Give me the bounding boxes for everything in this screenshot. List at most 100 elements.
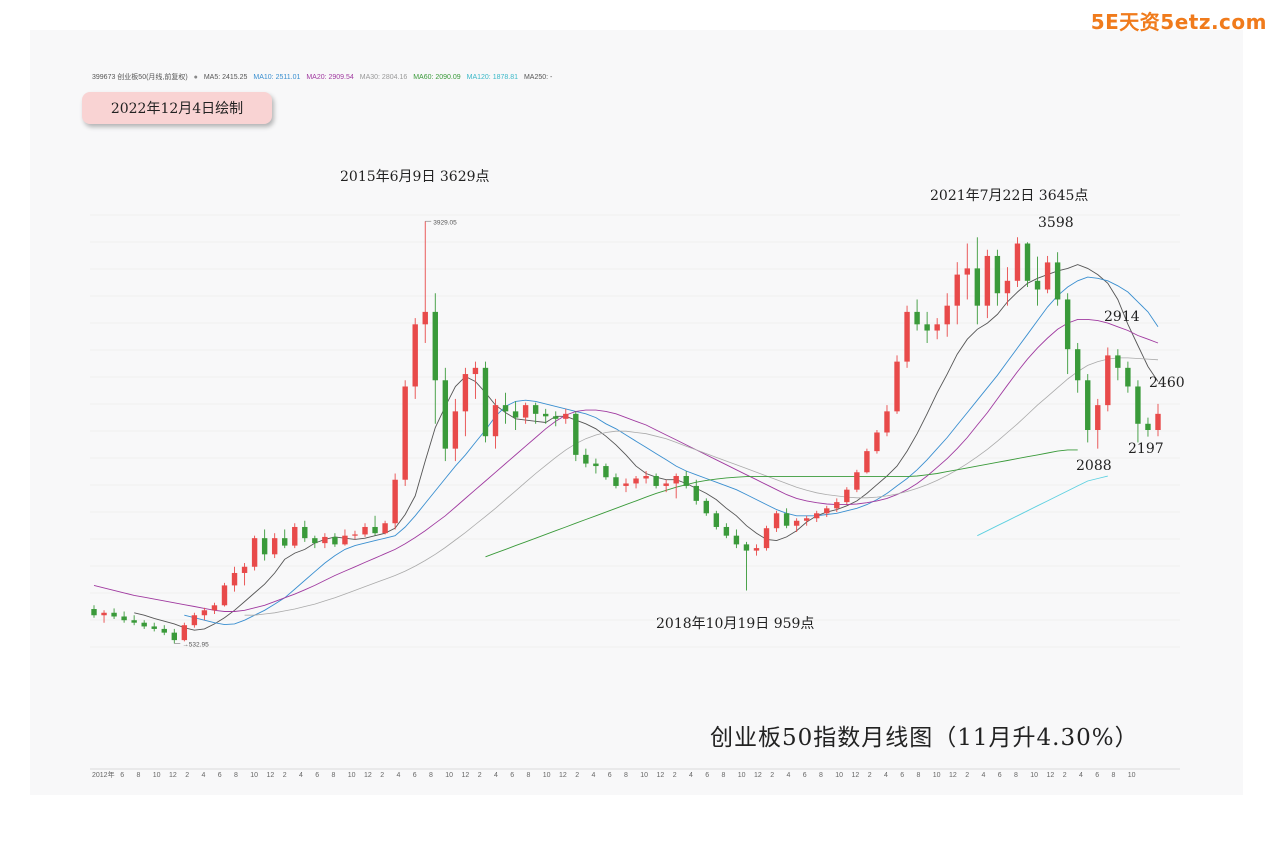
candle-body — [1074, 349, 1081, 381]
x-tick-label: 10 — [640, 772, 648, 779]
candle-body — [402, 386, 408, 480]
x-tick-label: 10 — [348, 772, 356, 779]
x-tick-label: 2 — [283, 772, 287, 779]
candle-body — [994, 255, 1001, 294]
chart-panel — [30, 30, 1243, 795]
candle-body — [261, 538, 268, 555]
candle-body — [743, 544, 750, 551]
x-tick-label: 8 — [527, 772, 531, 779]
x-tick-label: 6 — [705, 772, 709, 779]
candle-body — [763, 528, 770, 549]
candle-body — [603, 466, 609, 478]
x-tick-label: 8 — [722, 772, 726, 779]
ma120-line — [977, 475, 1108, 537]
x-tick-label: 4 — [884, 772, 888, 779]
candle-body — [814, 513, 820, 519]
candle-body — [191, 615, 198, 626]
x-tick-label: 10 — [1128, 772, 1136, 779]
candle-body — [1004, 280, 1011, 294]
candle-body — [964, 268, 970, 275]
candle-body — [442, 380, 449, 449]
candle-body — [663, 483, 669, 486]
x-tick-label: 4 — [299, 772, 303, 779]
candle-body — [593, 463, 599, 467]
candle-body — [302, 526, 308, 539]
candle-body — [432, 311, 438, 381]
candle-body — [1125, 367, 1131, 387]
candle-body — [673, 476, 679, 484]
legend-ma5: MA5: 2415.25 — [203, 74, 248, 81]
candle-body — [282, 538, 288, 546]
x-tick-label: 6 — [413, 772, 417, 779]
candle-body — [573, 413, 579, 455]
x-tick-label: 12 — [559, 772, 567, 779]
legend-ma30: MA30: 2804.16 — [359, 74, 408, 81]
x-tick-label: 12 — [364, 772, 372, 779]
moving-average-lines — [93, 264, 1159, 631]
candle-body — [171, 632, 178, 641]
legend-symbol: 399673 创业板50(月线,前复权) — [92, 74, 188, 81]
candle-body — [653, 476, 659, 486]
legend-ma10: MA10: 2511.01 — [253, 74, 301, 81]
candle-body — [864, 451, 870, 473]
candle-body — [342, 535, 348, 545]
candle-body — [532, 405, 539, 414]
candle-body — [161, 628, 167, 633]
candle-body — [753, 548, 760, 551]
x-tick-label: 2 — [1063, 772, 1067, 779]
candle-body — [874, 432, 880, 452]
candle-body — [1105, 355, 1111, 406]
legend-dot-icon: ● — [193, 74, 198, 81]
x-tick-label: 4 — [1079, 772, 1083, 779]
candle-body — [643, 476, 649, 479]
x-tick-label: 6 — [315, 772, 319, 779]
min-price-label: →532.95 — [182, 641, 209, 648]
candle-body — [1044, 262, 1051, 290]
x-tick-label: 2 — [185, 772, 189, 779]
x-tick-label: 4 — [494, 772, 498, 779]
candle-body — [553, 416, 559, 419]
x-tick-label: 6 — [1095, 772, 1099, 779]
candle-body — [623, 483, 629, 486]
x-tick-label: 2012年 — [92, 770, 115, 779]
candle-body — [221, 585, 228, 606]
candle-body — [974, 268, 981, 306]
candle-body — [101, 612, 107, 616]
candle-body — [181, 625, 188, 641]
x-tick-label: 8 — [1112, 772, 1116, 779]
candle-body — [542, 413, 549, 417]
watermark: 5E天资5etz.com — [1090, 10, 1267, 34]
x-tick-label: 10 — [738, 772, 746, 779]
candle-body — [512, 411, 519, 418]
x-tick-label: 12 — [169, 772, 177, 779]
candle-body — [412, 324, 418, 387]
ma-legend: 399673 创业板50(月线,前复权) ● MA5: 2415.25 MA10… — [92, 72, 556, 82]
annotation-2460: 2460 — [1149, 375, 1185, 391]
candle-body — [452, 411, 459, 449]
candle-body — [793, 520, 800, 526]
candle-body — [332, 536, 338, 545]
candle-body — [613, 477, 619, 486]
x-tick-label: 6 — [510, 772, 514, 779]
x-tick-label: 8 — [1014, 772, 1018, 779]
grid-lines — [90, 214, 1180, 648]
candle-body — [783, 513, 790, 526]
candle-body — [382, 523, 388, 534]
ma10-line — [184, 276, 1159, 626]
candle-body — [392, 479, 398, 524]
x-tick-label: 10 — [933, 772, 941, 779]
candle-body — [151, 626, 157, 629]
candle-body — [492, 405, 499, 437]
legend-ma20: MA20: 2909.54 — [306, 74, 354, 81]
candle-body — [522, 405, 529, 418]
x-tick-label: 8 — [819, 772, 823, 779]
candle-body — [733, 535, 740, 545]
x-tick-label: 8 — [137, 772, 141, 779]
candle-body — [312, 538, 318, 544]
candle-body — [984, 255, 991, 306]
candle-body — [1135, 386, 1141, 424]
candle-body — [201, 610, 208, 616]
candle-body — [633, 478, 639, 484]
candle-body — [121, 616, 127, 621]
annotation-peak-2021: 2021年7月22日 3645点 — [930, 188, 1089, 204]
